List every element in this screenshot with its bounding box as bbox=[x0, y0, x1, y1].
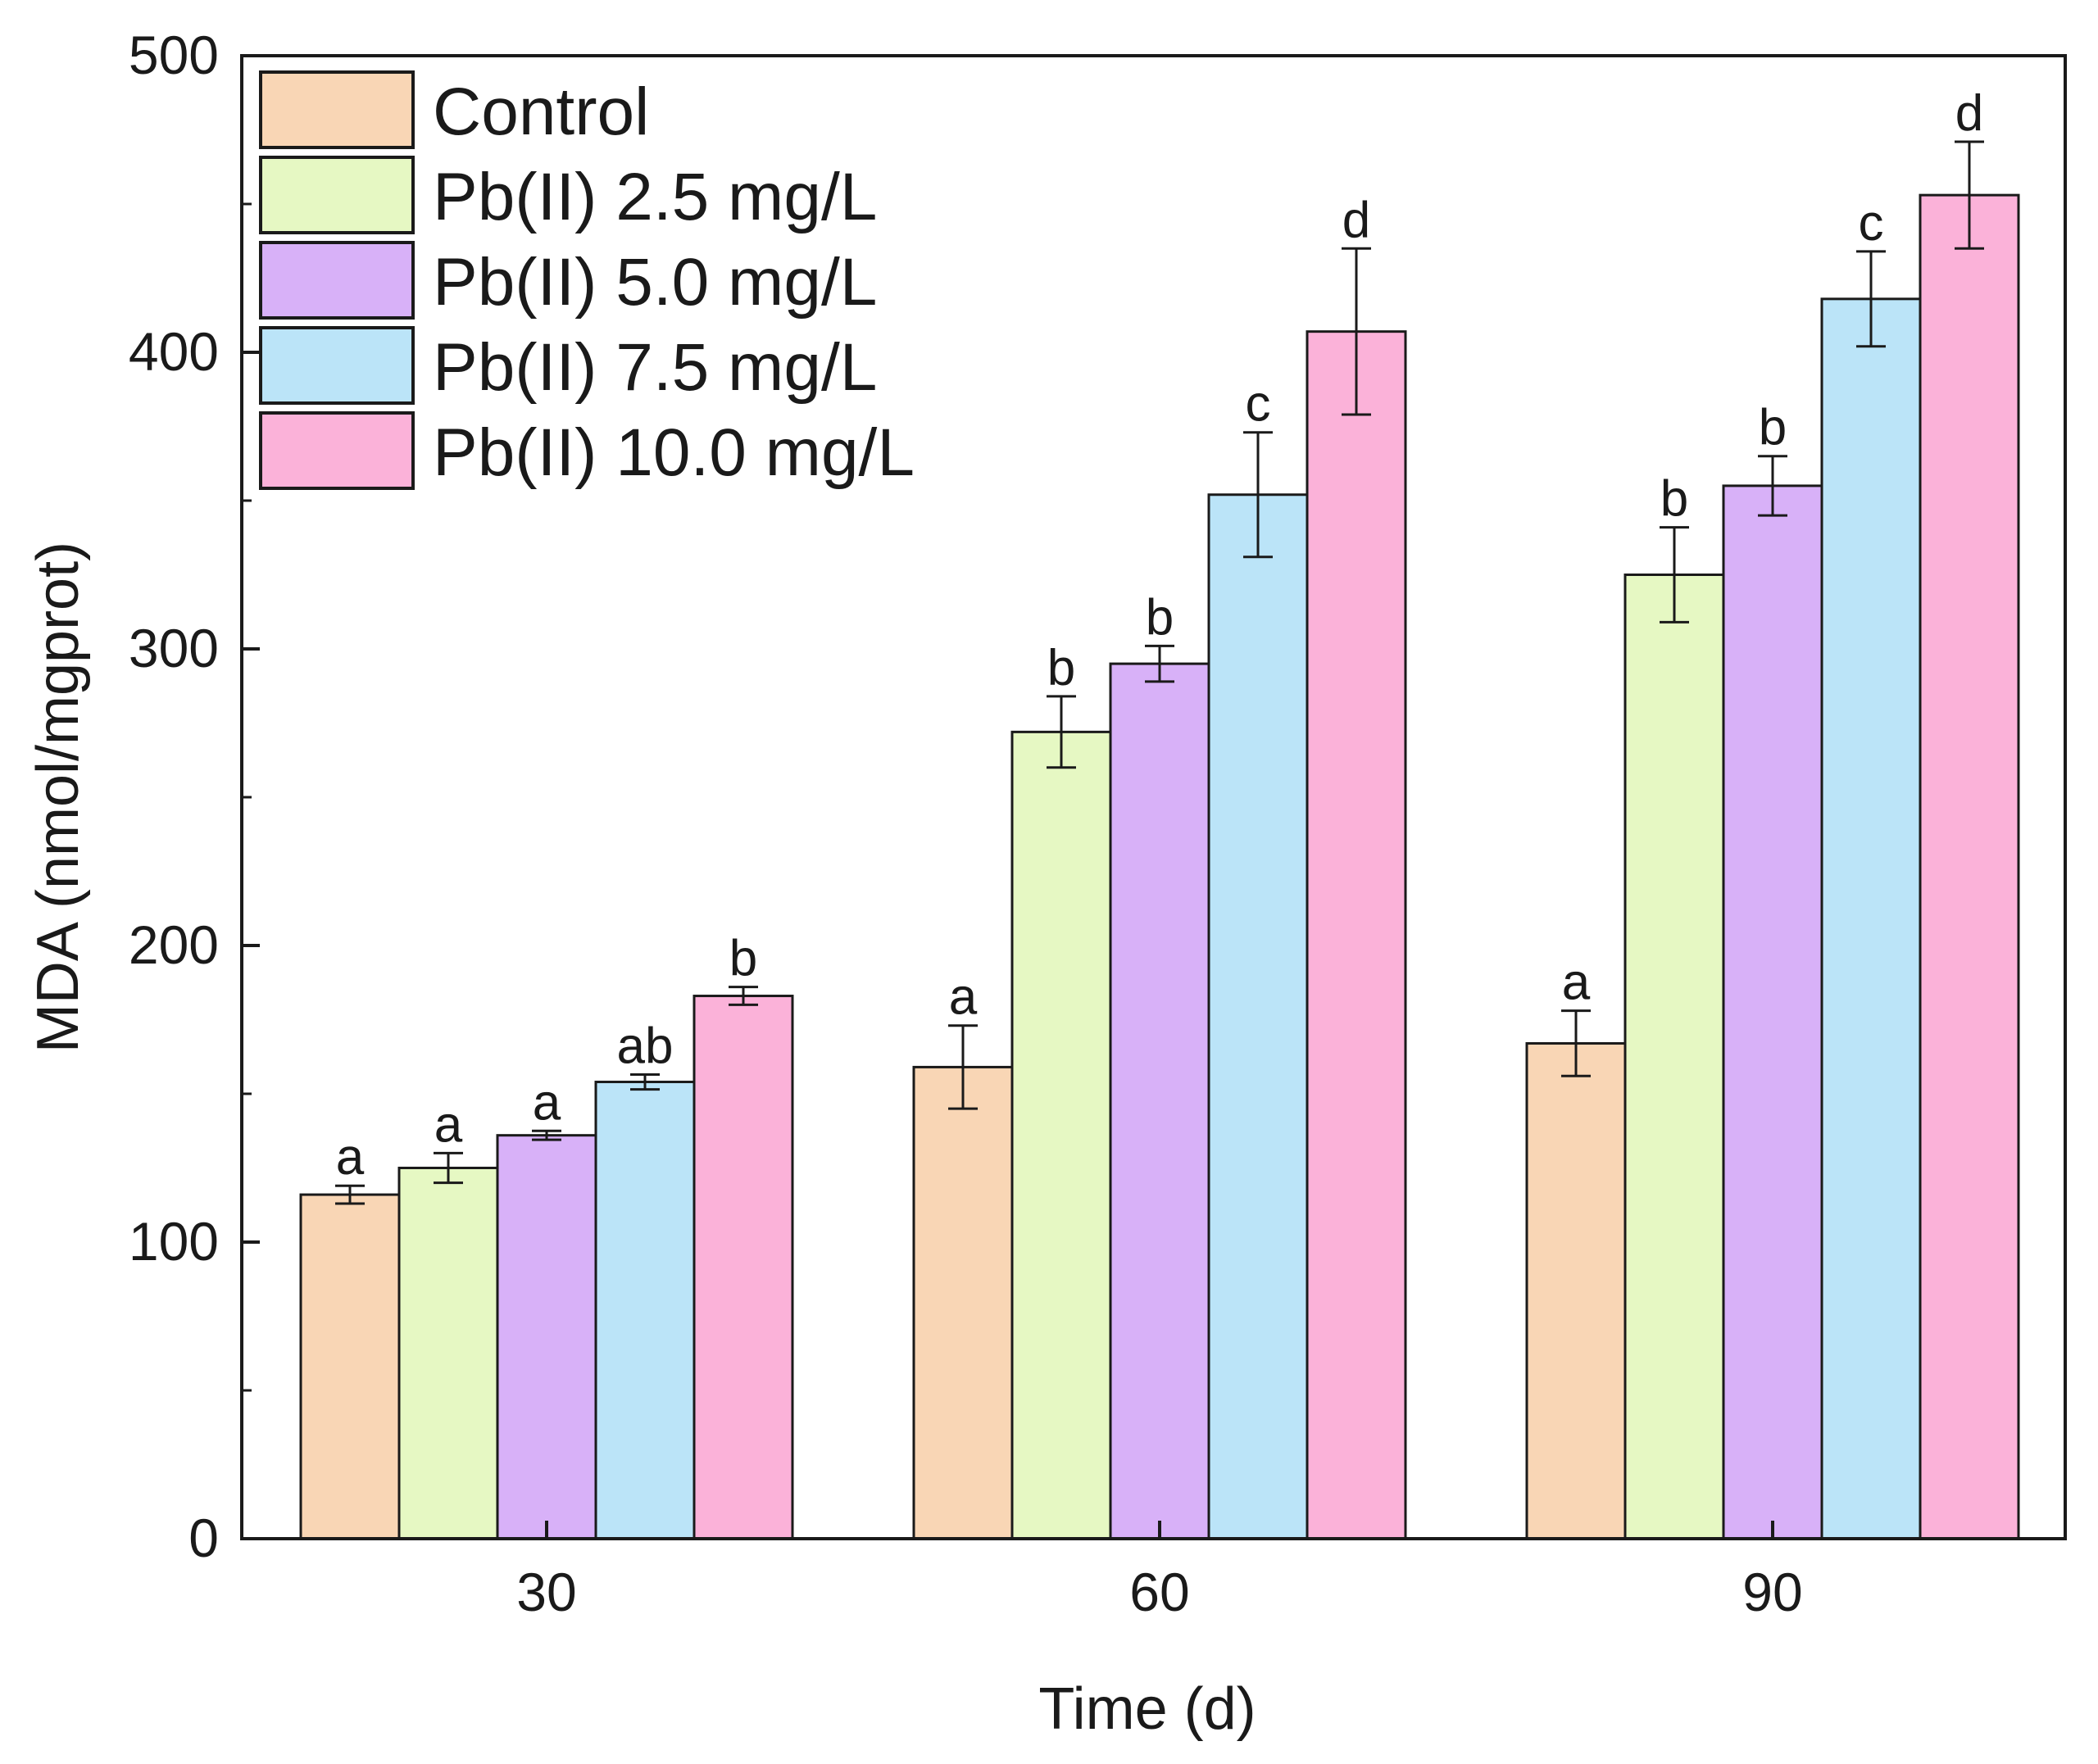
y-axis-title: MDA (nmol/mgprot) bbox=[25, 542, 91, 1053]
legend-label: Pb(II) 5.0 mg/L bbox=[433, 245, 877, 320]
bar bbox=[1010, 730, 1112, 1540]
legend-swatch bbox=[259, 241, 415, 320]
bar bbox=[1207, 493, 1309, 1540]
bar bbox=[1919, 193, 2020, 1540]
bar bbox=[1623, 574, 1725, 1540]
legend: Control Pb(II) 2.5 mg/L Pb(II) 5.0 mg/L Pb(… bbox=[259, 70, 915, 490]
bar bbox=[1525, 1041, 1627, 1540]
y-tick-label: 400 bbox=[129, 321, 219, 382]
legend-label: Pb(II) 10.0 mg/L bbox=[433, 415, 915, 490]
bar bbox=[1306, 330, 1407, 1540]
y-tick-label: 0 bbox=[188, 1508, 219, 1568]
significance-label: b bbox=[1146, 589, 1174, 646]
bar bbox=[397, 1167, 499, 1540]
significance-label: ab bbox=[617, 1018, 674, 1074]
y-tick-label: 100 bbox=[129, 1211, 219, 1272]
x-axis-title: Time (d) bbox=[1038, 1676, 1256, 1742]
error-bars-layer bbox=[335, 140, 1984, 1205]
legend-swatch bbox=[259, 70, 415, 149]
significance-label: c bbox=[1246, 376, 1271, 433]
bars-layer bbox=[299, 193, 2020, 1540]
y-tick-label: 500 bbox=[129, 25, 219, 85]
legend-swatch bbox=[259, 411, 415, 490]
significance-label: b bbox=[1759, 400, 1787, 456]
bar bbox=[1820, 297, 1922, 1540]
legend-label: Pb(II) 7.5 mg/L bbox=[433, 330, 877, 405]
significance-label: c bbox=[1859, 195, 1884, 252]
significance-label: a bbox=[336, 1129, 365, 1186]
legend-label: Pb(II) 2.5 mg/L bbox=[433, 160, 877, 234]
x-tick-label: 90 bbox=[1742, 1562, 1802, 1622]
bar bbox=[1722, 484, 1823, 1540]
significance-label: a bbox=[949, 969, 978, 1026]
bar bbox=[1109, 662, 1210, 1540]
significance-label: b bbox=[729, 931, 757, 987]
axis-ticks-layer: 0 100 200 300 400 500 30 60 90 bbox=[129, 25, 1803, 1622]
significance-label: a bbox=[434, 1096, 463, 1153]
significance-label: b bbox=[1047, 640, 1075, 696]
significance-label: a bbox=[1562, 955, 1591, 1011]
x-tick-label: 30 bbox=[516, 1562, 576, 1622]
bar bbox=[912, 1065, 1014, 1540]
significance-label: d bbox=[1955, 85, 1983, 142]
x-tick-label: 60 bbox=[1129, 1562, 1189, 1622]
legend-label: Control bbox=[433, 75, 649, 149]
significance-label: b bbox=[1660, 471, 1688, 528]
significance-label: d bbox=[1342, 192, 1370, 248]
bar bbox=[496, 1134, 597, 1540]
bar bbox=[594, 1081, 696, 1540]
bar bbox=[299, 1193, 401, 1540]
legend-swatch bbox=[259, 156, 415, 234]
bar bbox=[693, 995, 794, 1540]
significance-label: a bbox=[533, 1074, 561, 1131]
legend-swatch bbox=[259, 326, 415, 405]
y-tick-label: 300 bbox=[129, 618, 219, 678]
y-tick-label: 200 bbox=[129, 914, 219, 975]
